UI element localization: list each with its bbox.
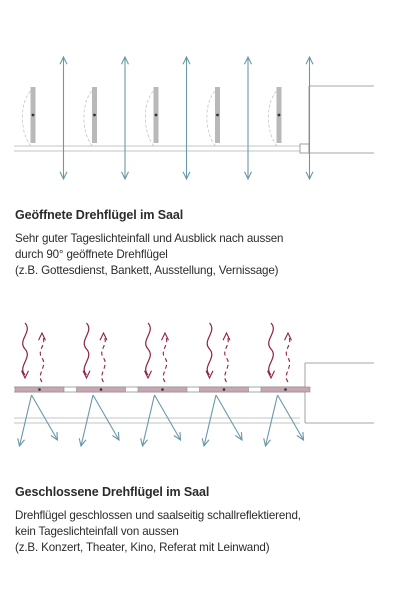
light-arrow-up-icon xyxy=(182,55,191,65)
closed-line-3: (z.B. Konzert, Theater, Kino, Referat mi… xyxy=(15,541,270,554)
corner-column xyxy=(299,143,310,154)
light-arrow-down-right-icon xyxy=(112,431,120,442)
swing-arc xyxy=(206,87,219,147)
sound-wave xyxy=(268,322,274,376)
swing-arc xyxy=(83,87,96,147)
open-panel-unit xyxy=(83,55,129,181)
pivot-point xyxy=(222,388,226,391)
light-arrow-up-icon xyxy=(59,55,68,65)
light-arrow-up-icon xyxy=(305,55,314,65)
sound-wave xyxy=(145,322,151,376)
sound-wave xyxy=(83,322,90,376)
open-panel-unit xyxy=(206,55,252,181)
open-line-3: (z.B. Gottesdienst, Bankett, Ausstellung… xyxy=(15,264,279,277)
pivot-point xyxy=(93,113,96,117)
reflected-wave xyxy=(224,335,229,383)
light-ray-right xyxy=(92,394,120,441)
light-arrow-down-right-icon xyxy=(173,431,182,442)
open-panel-unit xyxy=(21,55,68,181)
light-arrow-down-right-icon xyxy=(296,431,305,442)
closed-panel-unit xyxy=(199,322,249,448)
sound-wave xyxy=(206,322,213,376)
open-line-2: durch 90° geöffnete Drehflügel xyxy=(15,248,168,261)
light-ray-right xyxy=(154,394,181,441)
pivot-point xyxy=(161,388,164,391)
reflection-arrow-up-icon xyxy=(284,331,292,341)
light-ray-right xyxy=(277,394,304,441)
pivot-point xyxy=(216,113,219,117)
swing-arc xyxy=(144,87,158,147)
swing-arc xyxy=(21,87,35,147)
sound-arrow-down-icon xyxy=(144,370,152,380)
open-title: Geöffnete Drehflügel im Saal xyxy=(15,208,184,222)
closed-line-2: kein Tageslichteinfall von aussen xyxy=(15,525,179,538)
wall-lines xyxy=(14,85,374,154)
pivot-point xyxy=(154,113,158,117)
light-arrow-down-left-icon xyxy=(17,438,25,448)
light-ray-left xyxy=(141,394,156,447)
closed-panel-unit xyxy=(137,322,188,448)
closed-line-1: Drehflügel geschlossen und saalseitig sc… xyxy=(15,509,301,522)
sound-arrow-down-icon xyxy=(21,370,29,380)
light-arrow-down-left-icon xyxy=(140,438,148,448)
pivot-point xyxy=(38,388,41,391)
swing-arc xyxy=(267,87,281,147)
open-caption: Geöffnete Drehflügel im Saal Sehr guter … xyxy=(15,208,390,279)
sound-arrow-down-icon xyxy=(205,370,214,380)
sound-wave xyxy=(22,322,28,376)
light-ray-left xyxy=(80,394,94,447)
closed-panels-diagram xyxy=(14,322,374,448)
light-arrow-down-left-icon xyxy=(78,438,87,448)
sound-arrow-down-icon xyxy=(267,370,275,380)
light-ray-left xyxy=(264,394,279,447)
reflected-wave xyxy=(285,335,291,383)
light-arrow-up-icon xyxy=(244,55,252,65)
reflected-wave xyxy=(162,335,168,383)
closed-title: Geschlossene Drehflügel im Saal xyxy=(15,485,210,499)
light-arrow-down-icon xyxy=(182,171,191,181)
open-line-1: Sehr guter Tageslichteinfall und Ausblic… xyxy=(15,232,284,245)
reflection-arrow-up-icon xyxy=(99,331,108,341)
reflection-arrow-up-icon xyxy=(222,331,231,341)
closed-caption: Geschlossene Drehflügel im Saal Drehflüg… xyxy=(15,485,390,556)
light-arrow-down-right-icon xyxy=(235,431,243,442)
light-arrow-down-left-icon xyxy=(263,438,271,448)
reflection-arrow-up-icon xyxy=(161,331,169,341)
light-arrow-down-icon xyxy=(305,171,314,181)
reflection-arrow-up-icon xyxy=(38,331,46,341)
light-ray-right xyxy=(31,394,58,441)
open-panel-unit xyxy=(144,55,191,181)
wall-lines xyxy=(14,362,374,424)
sound-arrow-down-icon xyxy=(82,370,91,380)
closed-panel-unit xyxy=(76,322,126,448)
light-arrow-down-icon xyxy=(59,171,68,181)
light-arrow-down-right-icon xyxy=(50,431,59,442)
light-ray-left xyxy=(18,394,33,447)
reflected-wave xyxy=(39,335,45,383)
light-ray-left xyxy=(203,394,217,447)
closed-panel-unit xyxy=(14,322,65,448)
pivot-point xyxy=(99,388,103,391)
light-arrow-down-left-icon xyxy=(201,438,210,448)
light-arrow-down-icon xyxy=(244,171,252,181)
pivot-point xyxy=(277,113,281,117)
pivot-point xyxy=(284,388,287,391)
light-arrow-up-icon xyxy=(121,55,129,65)
light-arrow-down-icon xyxy=(121,171,129,181)
reflected-wave xyxy=(101,335,106,383)
open-panel-unit xyxy=(267,55,314,181)
closed-panel-unit xyxy=(260,322,311,448)
pivot-point xyxy=(31,113,35,117)
open-panels-diagram xyxy=(14,55,374,181)
light-ray-right xyxy=(215,394,243,441)
